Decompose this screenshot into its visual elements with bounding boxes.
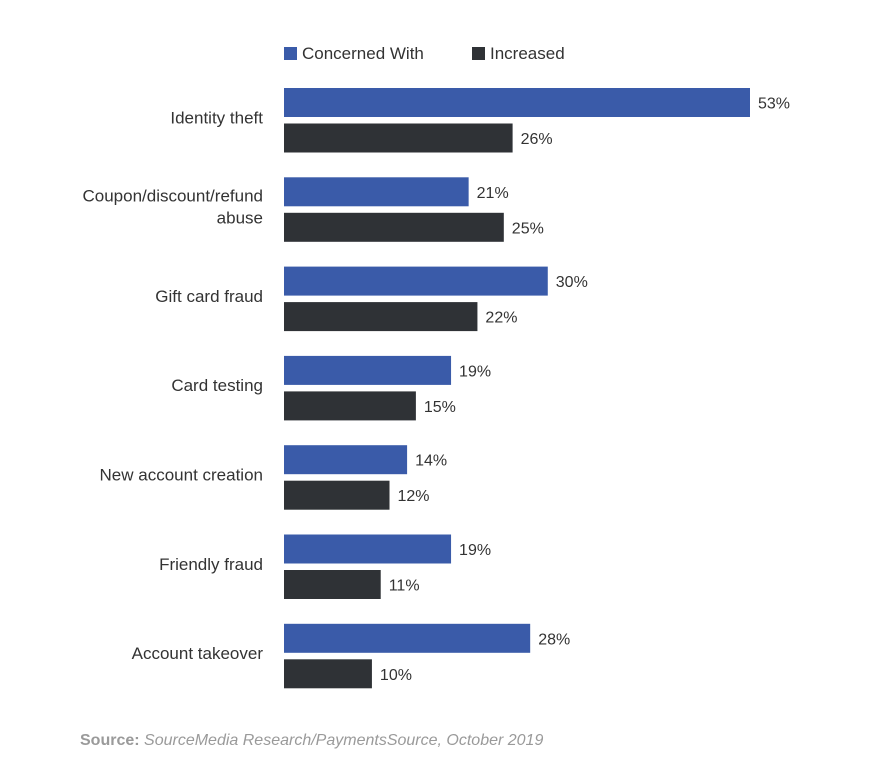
value-label-concerned-with-account-takeover: 28% [538, 631, 570, 648]
bar-increased-friendly-fraud [284, 570, 381, 599]
bar-concerned-with-friendly-fraud [284, 534, 452, 564]
category-label-new-account-creation: New account creation [100, 465, 263, 484]
legend-label-increased: Increased [490, 44, 565, 63]
legend-swatch-concerned-with [284, 47, 297, 60]
bar-increased-coupon-discount-refund-abuse [284, 212, 504, 242]
bar-concerned-with-coupon-discount-refund-abuse [284, 177, 469, 207]
category-labels: Identity theft Coupon/discount/refund abus… [82, 108, 263, 663]
value-label-concerned-with-friendly-fraud: 19% [459, 542, 491, 559]
value-label-concerned-with-identity-theft: 53% [758, 96, 790, 113]
legend-label-concerned-with: Concerned With [302, 44, 424, 63]
category-label-identity-theft: Identity theft [170, 108, 263, 127]
value-label-increased-account-takeover: 10% [380, 667, 412, 684]
category-label-friendly-fraud: Friendly fraud [159, 555, 263, 574]
bar-concerned-with-new-account-creation [284, 445, 408, 475]
bar-concerned-with-card-testing [284, 355, 452, 385]
source-label: Source: [80, 732, 140, 749]
source-note: Source: SourceMedia Research/PaymentsSou… [80, 732, 543, 750]
bar-concerned-with-account-takeover [284, 623, 531, 653]
value-label-increased-friendly-fraud: 11% [389, 578, 420, 595]
value-label-concerned-with-card-testing: 19% [459, 363, 491, 380]
value-label-increased-new-account-creation: 12% [398, 488, 430, 505]
source-text: SourceMedia Research/PaymentsSource, Oct… [144, 732, 544, 749]
category-label-card-testing: Card testing [171, 376, 263, 395]
bar-concerned-with-gift-card-fraud [284, 266, 548, 296]
bar-increased-gift-card-fraud [284, 302, 478, 332]
value-label-increased-identity-theft: 26% [521, 131, 553, 148]
value-labels: 53% 26% 21% 25% 30% 22% 19% 15% 14% 12% 19% 11% 28% 1… [380, 96, 790, 684]
value-label-increased-gift-card-fraud: 22% [485, 310, 517, 327]
category-label-coupon-discount-refund-abuse: Coupon/discount/refund abuse [82, 187, 263, 228]
bar-increased-identity-theft [284, 123, 513, 153]
bar-concerned-with-identity-theft [284, 88, 750, 117]
bar-increased-card-testing [284, 391, 416, 421]
bar-increased-new-account-creation [284, 480, 390, 510]
category-label-gift-card-fraud: Gift card fraud [155, 287, 263, 306]
value-label-concerned-with-coupon-discount-refund-abuse: 21% [477, 185, 509, 202]
legend-swatch-increased [472, 47, 485, 60]
bar-increased-account-takeover [284, 659, 372, 689]
value-label-concerned-with-new-account-creation: 14% [415, 453, 447, 470]
bars [284, 88, 750, 689]
category-label-account-takeover: Account takeover [132, 644, 264, 663]
chart-legend: Concerned With Increased [284, 44, 565, 63]
value-label-increased-coupon-discount-refund-abuse: 25% [512, 220, 544, 237]
value-label-increased-card-testing: 15% [424, 399, 456, 416]
value-label-concerned-with-gift-card-fraud: 30% [556, 274, 588, 291]
